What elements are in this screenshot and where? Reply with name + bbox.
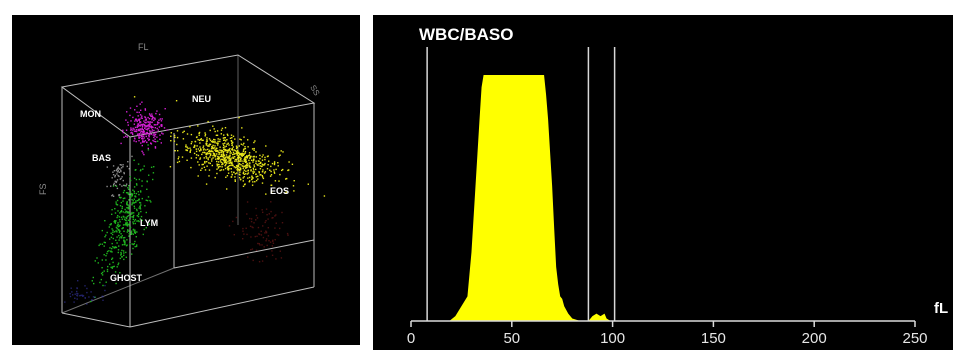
- cube-top-face: [60, 54, 316, 138]
- cluster-label-ghost: GHOST: [110, 273, 143, 283]
- wbc-baso-histogram: WBC/BASO fL 0 50 100 150 200 250: [407, 25, 948, 347]
- cluster-bas-dots: [106, 155, 133, 197]
- cluster-label-lym: LYM: [140, 218, 158, 228]
- scatter-3d-plot: FL FS SS MON NEU BAS LYM EOS GHOST: [38, 42, 326, 328]
- histogram-area: [449, 75, 621, 321]
- cluster-label-mon: MON: [80, 109, 101, 119]
- cluster-eos-dots: [228, 201, 289, 263]
- axis-label-right: SS: [308, 84, 321, 98]
- cluster-mon-dots: [120, 101, 169, 156]
- cube-edge: [61, 312, 131, 328]
- x-tick-label-50: 50: [503, 330, 520, 347]
- cluster-ghost-dots: [64, 280, 106, 305]
- cluster-label-eos: EOS: [270, 186, 289, 196]
- cube-edge: [129, 286, 315, 328]
- x-axis-unit-label: fL: [934, 300, 948, 317]
- x-tick-label-250: 250: [902, 330, 927, 347]
- axis-label-top: FL: [138, 42, 149, 52]
- histogram-panel: WBC/BASO fL 0 50 100 150 200 250: [373, 15, 953, 350]
- axis-label-side: FS: [38, 183, 48, 195]
- cluster-lym-dots: [90, 140, 159, 303]
- cluster-label-neu: NEU: [192, 94, 211, 104]
- cluster-neu-dots: [133, 96, 326, 197]
- x-tick-label-0: 0: [407, 330, 415, 347]
- scatter-dots: [64, 96, 326, 305]
- discriminator-lines: [426, 47, 616, 321]
- x-tick-label-200: 200: [802, 330, 827, 347]
- cube-edge: [173, 239, 315, 269]
- x-tick-label-100: 100: [600, 330, 625, 347]
- chart-title: WBC/BASO: [419, 25, 513, 44]
- cube-edge: [61, 267, 175, 314]
- scatter-3d-panel: FL FS SS MON NEU BAS LYM EOS GHOST: [12, 15, 360, 345]
- x-axis-ticks: 0 50 100 150 200 250: [407, 321, 928, 347]
- x-tick-label-150: 150: [701, 330, 726, 347]
- cluster-label-bas: BAS: [92, 153, 111, 163]
